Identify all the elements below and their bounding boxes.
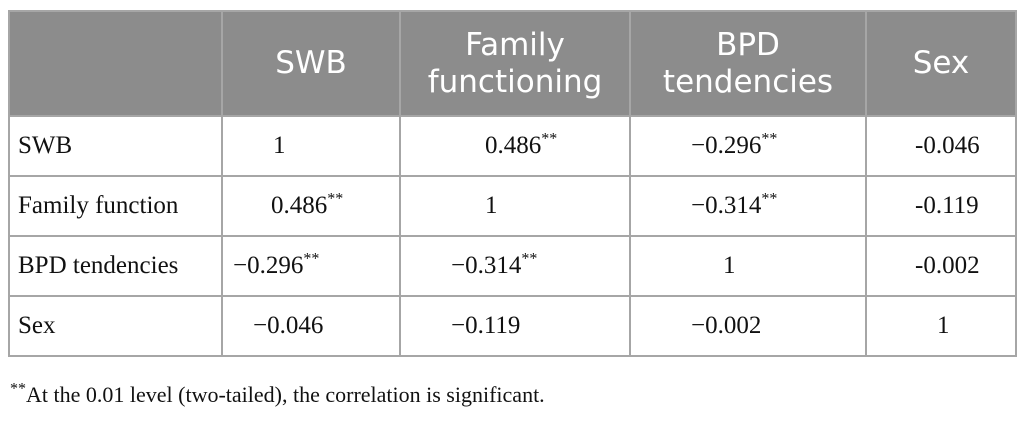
table-cell: −0.296** <box>221 235 401 297</box>
table-body: SWB 1 0.486** −0.296** -0.046 Family fun… <box>8 115 1017 357</box>
footnote-text: At the 0.01 level (two-tailed), the corr… <box>26 382 545 407</box>
table-cell: -0.046 <box>865 115 1017 177</box>
table-row: BPD tendencies −0.296** −0.314** 1 -0.00… <box>8 235 1017 297</box>
correlation-table: SWB Family functioning BPD tendencies Se… <box>8 10 1017 357</box>
footnote-marker: ** <box>10 380 26 398</box>
table-cell: −0.296** <box>629 115 867 177</box>
table-cell: 0.486** <box>399 115 631 177</box>
table-cell: −0.119 <box>399 295 631 357</box>
table-cell: -0.002 <box>865 235 1017 297</box>
table-row: Sex −0.046 −0.119 −0.002 1 <box>8 295 1017 357</box>
table-footnote: **At the 0.01 level (two-tailed), the co… <box>10 380 545 408</box>
row-label: Sex <box>8 295 223 357</box>
table-cell: −0.002 <box>629 295 867 357</box>
table-cell: 1 <box>221 115 401 177</box>
table-cell: −0.314** <box>399 235 631 297</box>
header-family-functioning: Family functioning <box>399 10 631 117</box>
table-cell: -0.119 <box>865 175 1017 237</box>
header-row: SWB Family functioning BPD tendencies Se… <box>8 10 1017 117</box>
header-bpd-tendencies: BPD tendencies <box>629 10 867 117</box>
table-row: SWB 1 0.486** −0.296** -0.046 <box>8 115 1017 177</box>
table-cell: −0.046 <box>221 295 401 357</box>
row-label: Family function <box>8 175 223 237</box>
row-label: BPD tendencies <box>8 235 223 297</box>
correlation-table-container: SWB Family functioning BPD tendencies Se… <box>8 10 1017 357</box>
table-row: Family function 0.486** 1 −0.314** -0.11… <box>8 175 1017 237</box>
table-cell: 1 <box>399 175 631 237</box>
table-cell: −0.314** <box>629 175 867 237</box>
header-sex: Sex <box>865 10 1017 117</box>
table-header: SWB Family functioning BPD tendencies Se… <box>8 10 1017 117</box>
table-cell: 0.486** <box>221 175 401 237</box>
header-swb: SWB <box>221 10 401 117</box>
table-cell: 1 <box>629 235 867 297</box>
table-cell: 1 <box>865 295 1017 357</box>
row-label: SWB <box>8 115 223 177</box>
header-corner <box>8 10 223 117</box>
